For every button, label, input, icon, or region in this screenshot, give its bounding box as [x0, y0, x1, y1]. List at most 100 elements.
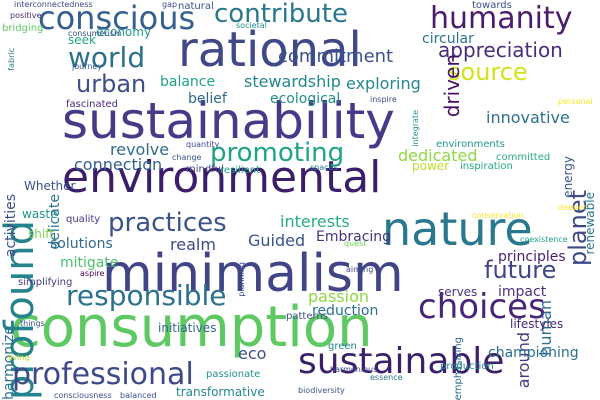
- cloud-word: rational: [178, 22, 362, 78]
- cloud-word: shift: [28, 227, 54, 241]
- cloud-word: contribute: [214, 0, 348, 29]
- cloud-word: deeper: [558, 203, 587, 212]
- cloud-word: realm: [170, 235, 216, 254]
- cloud-word: transformative: [176, 385, 265, 399]
- cloud-word: quantity: [186, 140, 220, 149]
- cloud-word: harmonious: [330, 365, 378, 374]
- cloud-word: circular: [422, 31, 474, 47]
- cloud-word: sustainable: [298, 341, 505, 382]
- cloud-word: sustainability: [62, 92, 395, 150]
- cloud-word: impact: [498, 284, 547, 300]
- cloud-word: championing: [488, 345, 579, 361]
- cloud-word: initiatives: [158, 321, 217, 335]
- cloud-word: economy: [96, 25, 152, 39]
- cloud-word: innovative: [486, 108, 570, 127]
- cloud-word: belief: [188, 91, 227, 107]
- cloud-word: change: [172, 153, 202, 162]
- cloud-word: patterns: [286, 311, 328, 322]
- cloud-word: connection: [74, 155, 163, 174]
- cloud-word: eco: [238, 344, 267, 363]
- cloud-word: journey: [72, 62, 103, 71]
- cloud-word: environmental: [62, 152, 382, 203]
- cloud-word: minimalism: [102, 244, 404, 304]
- cloud-word: interconnectedness: [14, 0, 93, 9]
- cloud-word: professional: [12, 357, 194, 392]
- cloud-word: consumption: [10, 295, 373, 360]
- cloud-word: aspire: [80, 269, 105, 278]
- cloud-word: delicate: [47, 194, 63, 250]
- cloud-word: inspire: [370, 95, 397, 104]
- cloud-word: Guided: [248, 231, 306, 250]
- cloud-word: interests: [280, 212, 350, 231]
- cloud-word: passion: [308, 287, 370, 306]
- cloud-word: driven: [440, 54, 464, 118]
- cloud-word: production: [440, 361, 494, 372]
- cloud-word: energy: [561, 156, 575, 198]
- cloud-word: aiming: [346, 265, 374, 274]
- cloud-word: power: [412, 159, 450, 173]
- cloud-word: passionate: [206, 369, 261, 380]
- cloud-word: waste: [22, 207, 58, 221]
- cloud-word: conservation: [472, 211, 524, 220]
- cloud-word: conscious: [38, 0, 196, 37]
- cloud-word: seek: [68, 33, 96, 47]
- cloud-word: resilient: [220, 165, 260, 176]
- cloud-word: urban: [76, 70, 147, 98]
- cloud-word: natural: [178, 1, 214, 12]
- cloud-word: mitigate: [60, 255, 119, 271]
- cloud-word: coexistence: [520, 235, 568, 244]
- cloud-word: practices: [108, 208, 227, 238]
- cloud-word: activities: [3, 194, 19, 258]
- cloud-word: consumerism: [68, 29, 122, 38]
- cloud-word: renewable: [583, 192, 597, 255]
- cloud-word: mindful: [186, 164, 224, 175]
- cloud-word: stewardship: [244, 72, 341, 91]
- cloud-word: responsible: [66, 279, 227, 312]
- cloud-word: towards: [472, 0, 512, 11]
- cloud-word: planning: [237, 262, 246, 297]
- cloud-word: source: [448, 58, 528, 86]
- cloud-word: societal: [236, 21, 267, 30]
- cloud-word: ecological: [270, 91, 341, 107]
- cloud-word: revolve: [110, 140, 170, 159]
- cloud-word: reduction: [312, 303, 379, 319]
- cloud-word: balance: [160, 74, 216, 90]
- cloud-word: green: [328, 341, 357, 352]
- cloud-word: choices: [418, 287, 546, 327]
- cloud-word: harmonize: [1, 326, 17, 400]
- cloud-word: things: [20, 319, 45, 328]
- cloud-word: serves: [438, 285, 478, 299]
- cloud-word: committed: [496, 152, 551, 163]
- cloud-word: Whether: [24, 179, 76, 193]
- cloud-word: simplifying: [18, 277, 73, 288]
- cloud-word: world: [68, 41, 146, 74]
- cloud-word: dedicated: [398, 146, 478, 165]
- cloud-word: positive: [10, 11, 42, 20]
- cloud-word: solutions: [50, 236, 113, 252]
- cloud-word: spaces: [310, 163, 338, 172]
- cloud-word: consciousness: [54, 391, 112, 400]
- cloud-word: biodiversity: [298, 386, 345, 395]
- cloud-word: fascinated: [66, 99, 119, 110]
- cloud-word: future: [484, 256, 557, 284]
- cloud-word: exploring: [346, 74, 421, 93]
- cloud-word: principles: [498, 249, 566, 265]
- cloud-word: commitment: [278, 46, 394, 67]
- cloud-word: personal: [558, 97, 593, 106]
- cloud-word: fabric: [7, 48, 16, 71]
- cloud-word: gap: [162, 0, 178, 9]
- cloud-word: living: [8, 353, 30, 362]
- cloud-word: appreciation: [438, 38, 563, 62]
- cloud-word: environments: [436, 139, 505, 150]
- cloud-word: promoting: [210, 138, 345, 168]
- cloud-word: bridging: [2, 23, 44, 34]
- cloud-word: balanced: [120, 391, 157, 400]
- cloud-word: essence: [370, 373, 403, 382]
- cloud-word: nature: [382, 202, 533, 256]
- cloud-word: lifestyles: [510, 317, 564, 331]
- cloud-word: quality: [66, 214, 101, 225]
- cloud-word: Embracing: [316, 229, 392, 245]
- cloud-word: integrate: [411, 110, 420, 147]
- cloud-word: quest: [344, 239, 367, 248]
